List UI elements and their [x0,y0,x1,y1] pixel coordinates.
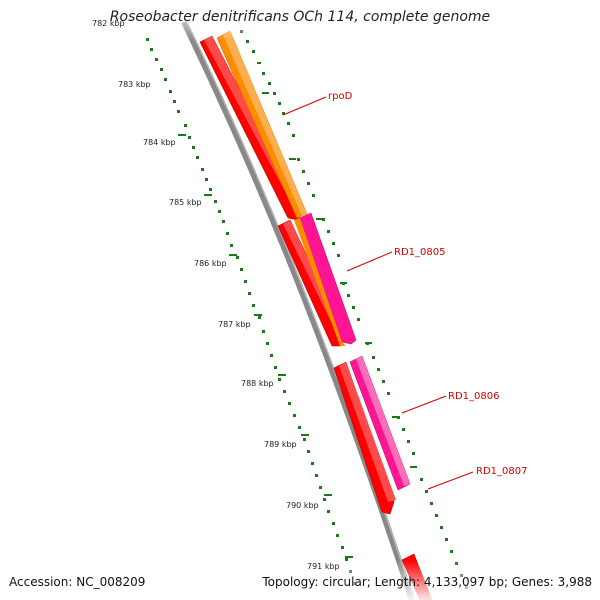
genome-summary-text: Topology: circular; Length: 4,133,097 bp… [262,575,592,589]
cds-track-inner [199,35,433,600]
gene-label-RD1-0806[interactable]: RD1_0806 [448,391,499,402]
outer-tick-track [240,30,468,589]
gene-labels: rpoD RD1_0805 RD1_0806 RD1_0807 [328,91,527,477]
kbp-label: 789 kbp [264,440,297,449]
inner-tick-track [146,38,356,585]
map-title: Roseobacter denitrificans OCh 114, compl… [109,9,491,25]
gene-track-outer [216,30,411,491]
gene-label-RD1-0805[interactable]: RD1_0805 [394,247,445,258]
kbp-label: 786 kbp [194,259,227,268]
gene-label-rpoD[interactable]: rpoD [328,91,353,102]
kbp-label: 791 kbp [307,562,340,571]
kbp-label: 782 kbp [92,19,125,28]
gene-label-RD1-0807[interactable]: RD1_0807 [476,466,527,477]
kbp-label: 784 kbp [143,138,176,147]
kbp-labels: 782 kbp 783 kbp 784 kbp 785 kbp 786 kbp … [92,19,340,571]
kbp-label: 785 kbp [169,198,202,207]
kbp-label: 790 kbp [286,501,319,510]
kbp-label: 783 kbp [118,80,151,89]
accession-text: Accession: NC_008209 [9,575,146,589]
label-leaders [282,96,474,490]
kbp-label: 787 kbp [218,320,251,329]
kbp-label: 788 kbp [241,379,274,388]
